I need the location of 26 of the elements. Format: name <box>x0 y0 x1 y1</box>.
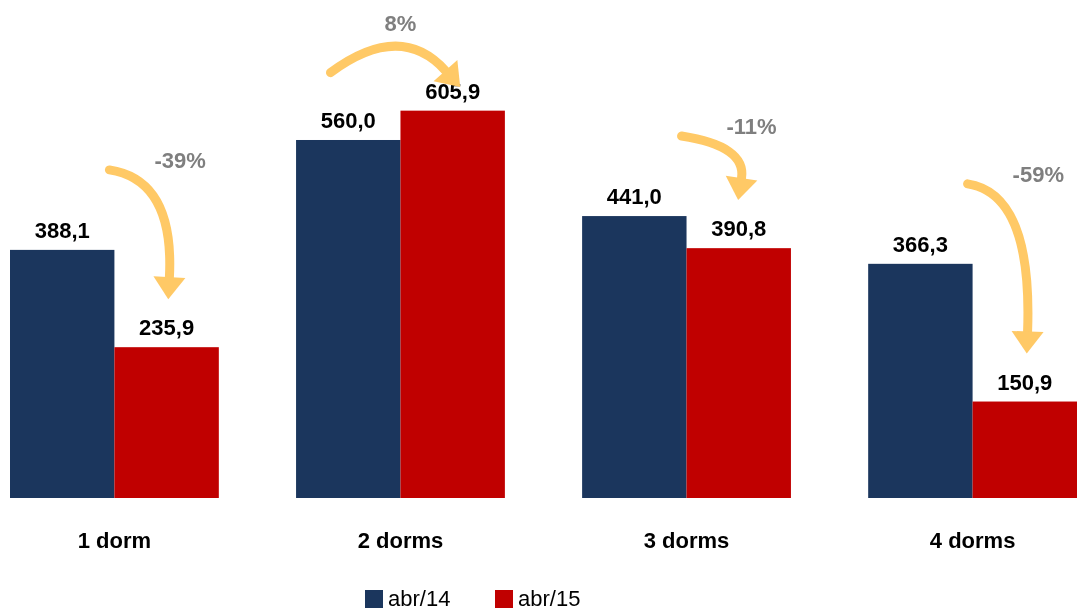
data-label: 441,0 <box>606 184 662 210</box>
bar <box>686 248 791 498</box>
bar <box>10 249 115 498</box>
annotation: -59% <box>1012 161 1064 187</box>
data-label: 388,1 <box>34 217 90 243</box>
data-label: 150,9 <box>997 369 1053 395</box>
x-tick-label: 1 dorm <box>77 528 152 553</box>
text: 8% <box>384 10 417 36</box>
bar <box>582 216 687 498</box>
legend-label: abr/14 <box>388 586 451 611</box>
data-label: 605,9 <box>425 78 481 104</box>
data-label: 560,0 <box>320 107 376 133</box>
annotation: -11% <box>726 114 777 140</box>
annotation: -39% <box>154 147 206 173</box>
legend-label: abr/15 <box>518 586 581 611</box>
data-label: 235,9 <box>139 315 195 341</box>
x-tick-label: 3 dorms <box>643 528 730 553</box>
bar <box>400 110 505 498</box>
bar <box>972 401 1077 498</box>
data-label: 390,8 <box>711 216 767 242</box>
bar <box>868 263 973 498</box>
bar <box>296 139 401 498</box>
data-label: 366,3 <box>892 231 948 257</box>
x-tick-label: 2 dorms <box>357 528 444 553</box>
x-tick-label: 4 dorms <box>929 528 1016 553</box>
bar <box>114 347 219 498</box>
